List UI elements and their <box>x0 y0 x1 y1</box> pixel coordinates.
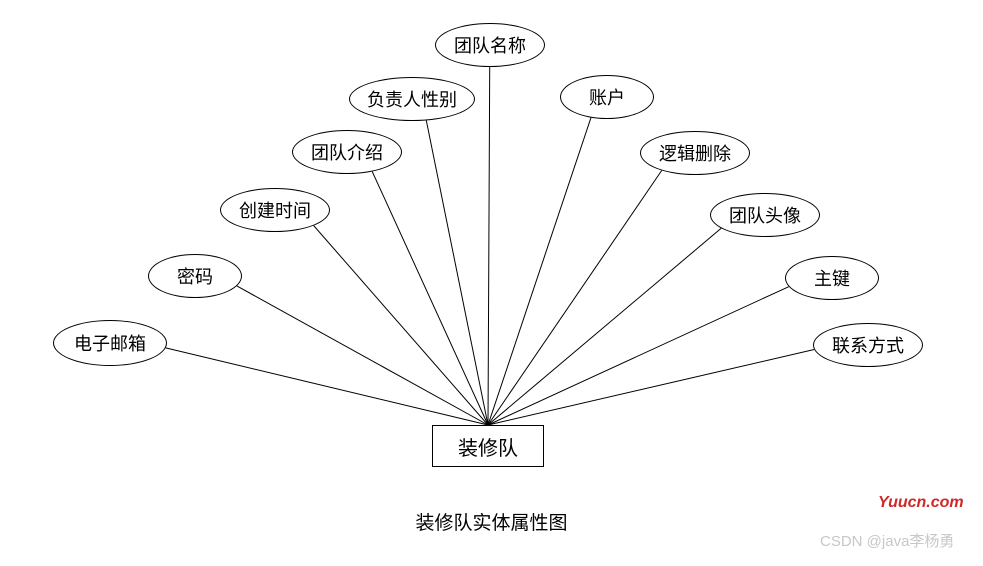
attribute-node: 主键 <box>785 256 879 300</box>
attribute-node: 团队介绍 <box>292 130 402 174</box>
attribute-label: 团队名称 <box>454 32 526 58</box>
connector-line <box>488 228 721 425</box>
attribute-node: 联系方式 <box>813 323 923 367</box>
watermark-csdn: CSDN @java李杨勇 <box>820 530 954 551</box>
attribute-label: 创建时间 <box>239 197 311 223</box>
watermark-yuucn-text: Yuucn.com <box>878 494 964 511</box>
attribute-node: 电子邮箱 <box>53 320 167 366</box>
connector-line <box>314 226 488 425</box>
attribute-label: 团队介绍 <box>311 139 383 165</box>
connector-line <box>426 120 488 425</box>
attribute-label: 电子邮箱 <box>74 330 146 356</box>
attribute-node: 账户 <box>560 75 654 119</box>
connector-line <box>488 350 814 425</box>
attribute-label: 负责人性别 <box>367 86 457 112</box>
connector-line <box>166 348 488 425</box>
entity-label: 装修队 <box>458 432 518 461</box>
attribute-node: 逻辑删除 <box>640 131 750 175</box>
attribute-node: 团队名称 <box>435 23 545 67</box>
attribute-node: 创建时间 <box>220 188 330 232</box>
connector-line <box>488 67 490 425</box>
watermark-csdn-text: CSDN @java李杨勇 <box>820 533 954 550</box>
connector-line <box>372 172 488 425</box>
attribute-node: 团队头像 <box>710 193 820 237</box>
connector-line <box>237 286 488 425</box>
attribute-node: 密码 <box>148 254 242 298</box>
attribute-node: 负责人性别 <box>349 77 475 121</box>
connector-line <box>488 118 591 425</box>
connector-line <box>488 171 662 425</box>
caption-text: 装修队实体属性图 <box>415 513 567 534</box>
watermark-yuucn: Yuucn.com <box>878 494 964 512</box>
entity-box: 装修队 <box>432 425 544 467</box>
attribute-label: 逻辑删除 <box>659 140 731 166</box>
attribute-label: 账户 <box>589 84 625 110</box>
connector-line <box>488 287 789 425</box>
attribute-label: 联系方式 <box>832 332 904 358</box>
attribute-label: 主键 <box>814 265 850 291</box>
attribute-label: 团队头像 <box>729 202 801 228</box>
attribute-label: 密码 <box>177 263 213 289</box>
